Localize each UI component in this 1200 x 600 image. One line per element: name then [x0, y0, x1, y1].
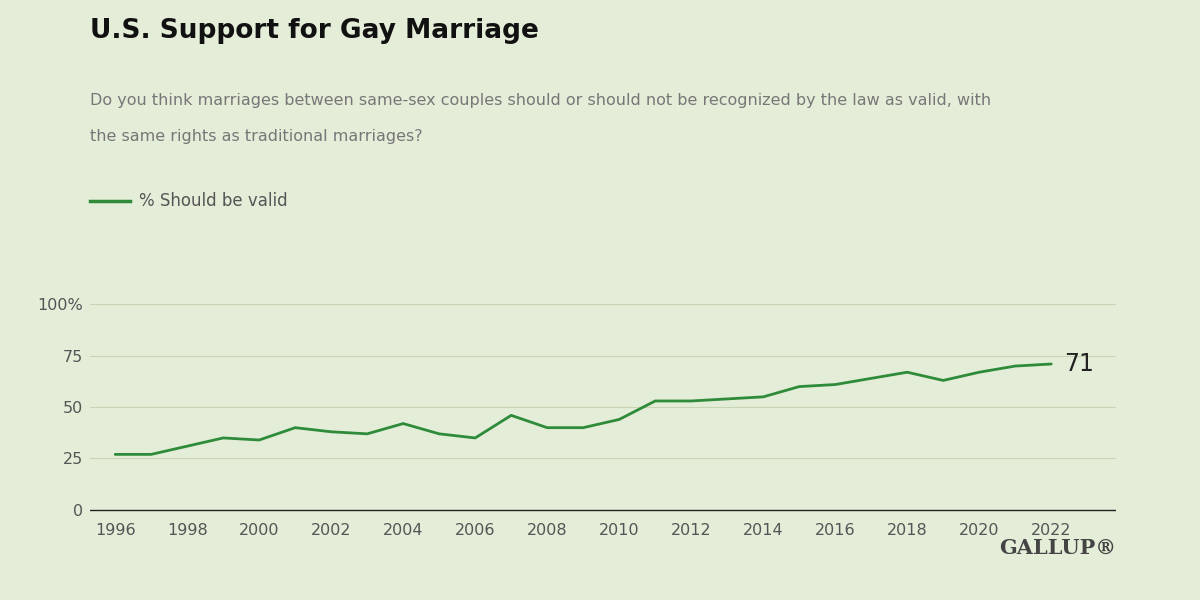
Text: GALLUP®: GALLUP® [998, 538, 1116, 558]
Text: U.S. Support for Gay Marriage: U.S. Support for Gay Marriage [90, 18, 539, 44]
Text: the same rights as traditional marriages?: the same rights as traditional marriages… [90, 129, 422, 144]
Text: Do you think marriages between same-sex couples should or should not be recogniz: Do you think marriages between same-sex … [90, 93, 991, 108]
Text: 71: 71 [1064, 352, 1093, 376]
Text: % Should be valid: % Should be valid [139, 192, 288, 210]
